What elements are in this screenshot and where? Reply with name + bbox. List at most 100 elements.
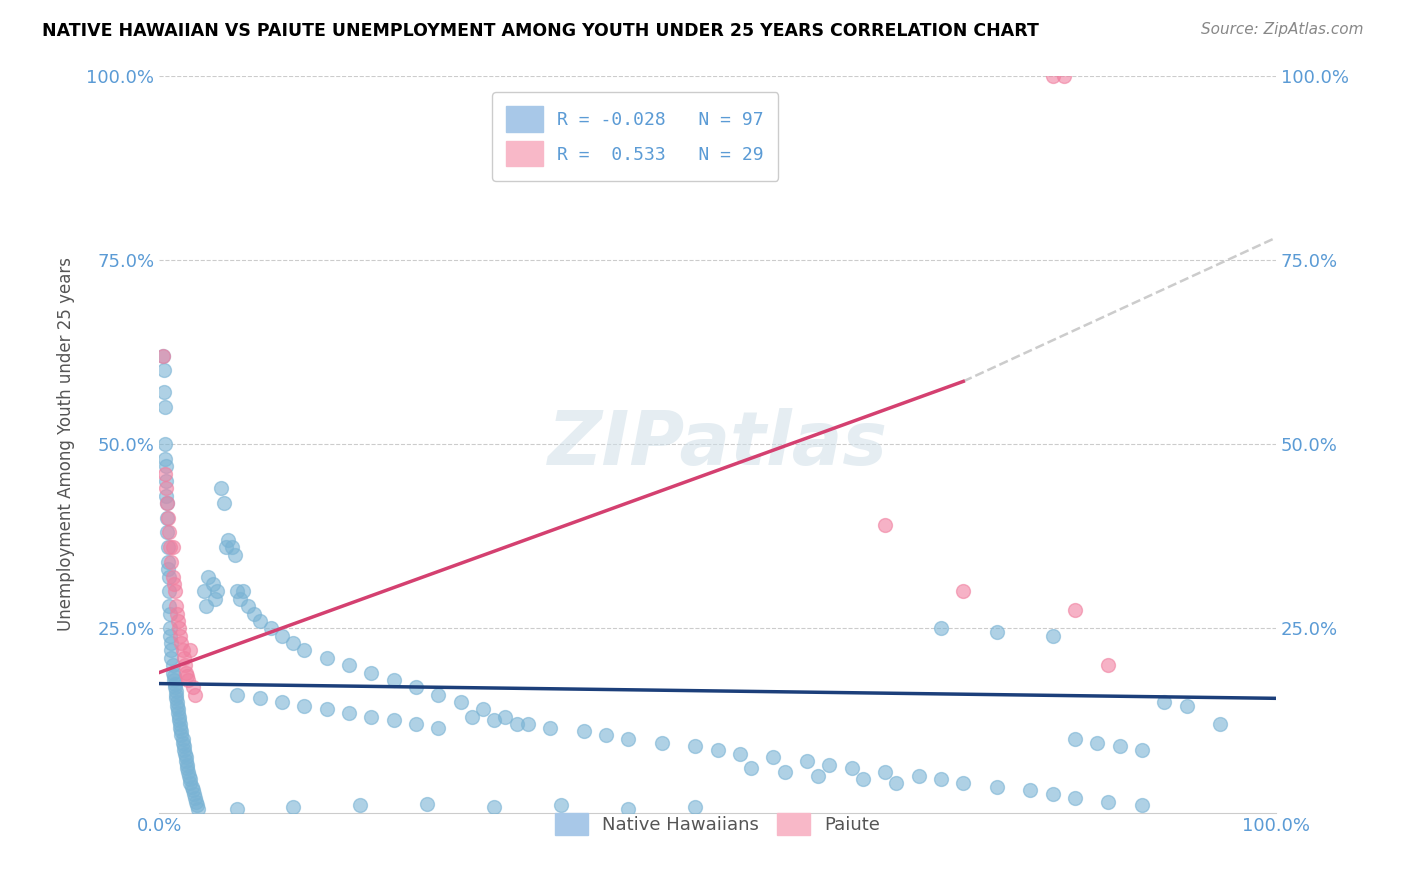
Point xyxy=(221,540,243,554)
Point xyxy=(238,599,260,614)
Point xyxy=(382,714,405,728)
Point xyxy=(852,772,875,787)
Point xyxy=(1175,698,1198,713)
Point xyxy=(841,761,863,775)
Point xyxy=(184,790,207,805)
Point xyxy=(1064,603,1087,617)
Point xyxy=(740,761,762,775)
Point xyxy=(907,769,929,783)
Point xyxy=(550,798,572,813)
Point xyxy=(818,757,841,772)
Point xyxy=(156,496,179,510)
Point xyxy=(155,459,177,474)
Point xyxy=(181,783,204,797)
Point xyxy=(224,548,246,562)
Point xyxy=(153,400,176,414)
Point xyxy=(1209,717,1232,731)
Point xyxy=(184,795,207,809)
Point xyxy=(952,776,974,790)
Point xyxy=(226,584,249,599)
Point xyxy=(155,481,177,495)
Text: Source: ZipAtlas.com: Source: ZipAtlas.com xyxy=(1201,22,1364,37)
Point xyxy=(1130,743,1153,757)
Point xyxy=(472,702,495,716)
Point xyxy=(173,739,195,754)
Point xyxy=(283,799,305,814)
Point xyxy=(163,676,186,690)
Point xyxy=(170,728,193,742)
Point xyxy=(163,577,186,591)
Point xyxy=(163,584,186,599)
Point xyxy=(538,721,561,735)
Point xyxy=(271,629,294,643)
Point xyxy=(172,735,194,749)
Point xyxy=(162,570,184,584)
Point xyxy=(179,769,201,783)
Point xyxy=(181,680,204,694)
Point xyxy=(155,474,177,488)
Point xyxy=(929,621,952,635)
Point xyxy=(173,747,195,761)
Point xyxy=(156,525,179,540)
Point xyxy=(170,636,193,650)
Point xyxy=(169,717,191,731)
Point xyxy=(152,363,174,377)
Point xyxy=(807,769,830,783)
Point xyxy=(212,496,235,510)
Point xyxy=(180,780,202,794)
Point xyxy=(382,673,405,687)
Point xyxy=(516,717,538,731)
Point xyxy=(1064,731,1087,746)
Point xyxy=(228,591,250,606)
Point xyxy=(153,437,176,451)
Point xyxy=(156,510,179,524)
Point xyxy=(209,481,232,495)
Point xyxy=(360,710,382,724)
Point xyxy=(173,743,195,757)
Point xyxy=(193,584,215,599)
Point xyxy=(169,629,191,643)
Point xyxy=(416,797,439,811)
Legend: Native Hawaiians, Paiute: Native Hawaiians, Paiute xyxy=(546,804,889,844)
Point xyxy=(1053,69,1076,83)
Point xyxy=(873,518,896,533)
Point xyxy=(1019,783,1042,797)
Point xyxy=(215,540,238,554)
Point xyxy=(728,747,751,761)
Point xyxy=(157,555,180,569)
Point xyxy=(683,739,706,754)
Point xyxy=(170,724,193,739)
Point xyxy=(884,776,907,790)
Point xyxy=(706,743,728,757)
Point xyxy=(283,636,305,650)
Point xyxy=(360,665,382,680)
Point xyxy=(159,607,181,621)
Point xyxy=(163,673,186,687)
Point xyxy=(482,714,505,728)
Point xyxy=(184,688,207,702)
Point xyxy=(232,584,254,599)
Point xyxy=(651,735,673,749)
Point xyxy=(482,799,505,814)
Point xyxy=(337,706,360,720)
Point xyxy=(572,724,595,739)
Point xyxy=(929,772,952,787)
Point xyxy=(260,621,283,635)
Point xyxy=(494,710,516,724)
Point xyxy=(205,584,228,599)
Point xyxy=(152,349,174,363)
Point xyxy=(315,650,337,665)
Point xyxy=(427,688,450,702)
Point xyxy=(157,570,180,584)
Point xyxy=(167,714,190,728)
Point xyxy=(176,669,198,683)
Point xyxy=(226,688,249,702)
Point xyxy=(166,698,188,713)
Point xyxy=(197,570,219,584)
Point xyxy=(1097,658,1119,673)
Point xyxy=(1108,739,1130,754)
Point xyxy=(986,625,1008,640)
Point xyxy=(1097,795,1119,809)
Point xyxy=(160,555,183,569)
Point xyxy=(177,765,200,780)
